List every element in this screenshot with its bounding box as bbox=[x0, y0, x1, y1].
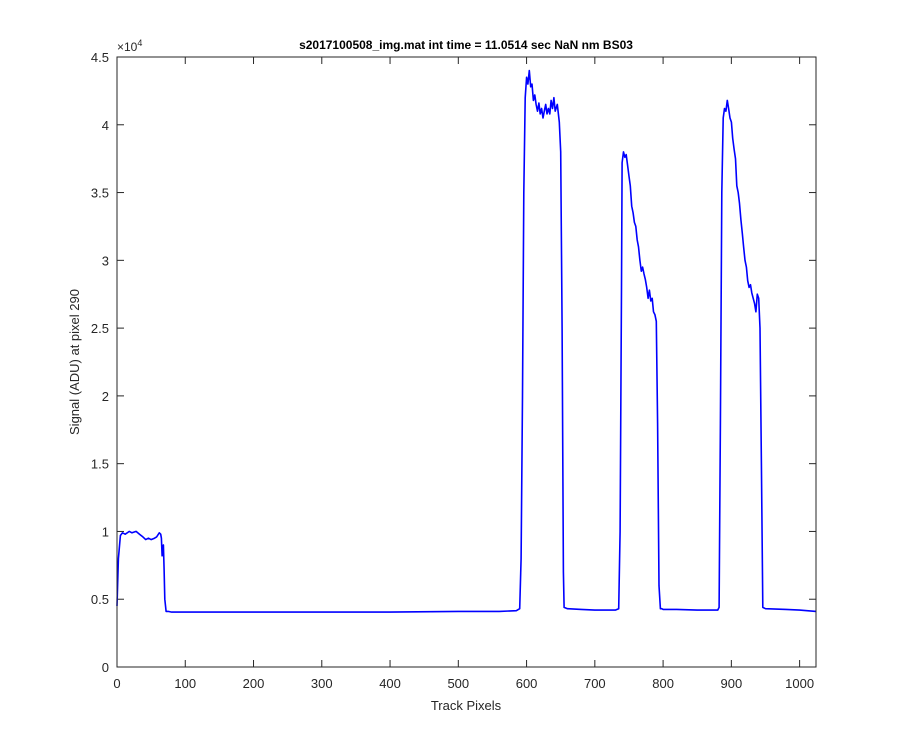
plot-background bbox=[117, 57, 816, 667]
y-axis-label: Signal (ADU) at pixel 290 bbox=[67, 289, 82, 435]
y-tick-label: 4 bbox=[102, 118, 109, 133]
plot-frame bbox=[116, 56, 817, 668]
x-tick-label: 900 bbox=[721, 676, 743, 691]
y-tick-label: 0.5 bbox=[91, 592, 109, 607]
series-layer bbox=[116, 69, 817, 613]
x-axis-label: Track Pixels bbox=[431, 698, 502, 713]
y-tick-label: 4.5 bbox=[91, 50, 109, 65]
x-tick-label: 200 bbox=[243, 676, 265, 691]
x-tick-label: 800 bbox=[652, 676, 674, 691]
x-tick-label: 600 bbox=[516, 676, 538, 691]
y-exponent-label: ×104 bbox=[117, 38, 142, 54]
y-tick-label: 3 bbox=[102, 253, 109, 268]
y-tick-label: 2.5 bbox=[91, 321, 109, 336]
x-tick-label: 300 bbox=[311, 676, 333, 691]
x-tick-label: 400 bbox=[379, 676, 401, 691]
y-tick-label: 0 bbox=[102, 660, 109, 675]
x-tick-labels: 0 100 200 300 400 500 600 700 800 900 1000 bbox=[113, 676, 814, 691]
x-tick-label: 700 bbox=[584, 676, 606, 691]
y-tick-label: 3.5 bbox=[91, 186, 109, 201]
y-tick-label: 2 bbox=[102, 389, 109, 404]
x-tick-label: 0 bbox=[113, 676, 120, 691]
x-tick-label: 100 bbox=[174, 676, 196, 691]
x-tick-label: 1000 bbox=[785, 676, 814, 691]
x-tick-label: 500 bbox=[447, 676, 469, 691]
y-exponent-base: ×10 bbox=[117, 40, 138, 54]
y-tick-label: 1.5 bbox=[91, 457, 109, 472]
y-tick-label: 1 bbox=[102, 524, 109, 539]
y-tick-labels: 0 0.5 1 1.5 2 2.5 3 3.5 4 4.5 bbox=[91, 50, 109, 675]
chart-title: s2017100508_img.mat int time = 11.0514 s… bbox=[299, 38, 633, 52]
series-line bbox=[116, 69, 817, 613]
y-exponent-power: 4 bbox=[137, 38, 142, 48]
